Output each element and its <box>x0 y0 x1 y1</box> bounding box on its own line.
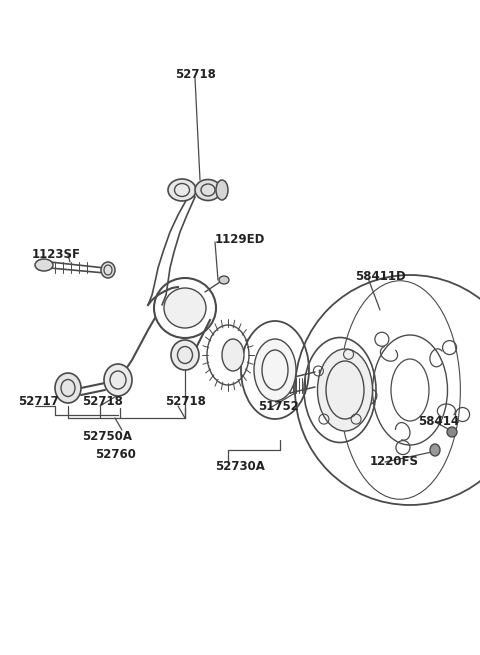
Ellipse shape <box>101 262 115 278</box>
Ellipse shape <box>222 339 244 371</box>
Text: 52750A: 52750A <box>82 430 132 443</box>
Text: 51752: 51752 <box>258 400 299 413</box>
Ellipse shape <box>219 276 229 284</box>
Ellipse shape <box>168 179 196 201</box>
Text: 52760: 52760 <box>95 448 136 461</box>
Text: 52730A: 52730A <box>215 460 265 473</box>
Circle shape <box>447 427 457 437</box>
Text: 58414: 58414 <box>418 415 459 428</box>
Ellipse shape <box>164 288 206 328</box>
Ellipse shape <box>254 339 296 401</box>
Text: 1123SF: 1123SF <box>32 248 81 261</box>
Ellipse shape <box>35 259 53 271</box>
Text: 52717: 52717 <box>18 395 59 408</box>
Text: 52718: 52718 <box>165 395 206 408</box>
Ellipse shape <box>430 444 440 456</box>
Ellipse shape <box>195 179 221 200</box>
Text: 1220FS: 1220FS <box>370 455 419 468</box>
Text: 58411D: 58411D <box>355 270 406 283</box>
Text: 52718: 52718 <box>82 395 123 408</box>
Ellipse shape <box>216 180 228 200</box>
Text: 52718: 52718 <box>175 68 216 81</box>
Ellipse shape <box>317 349 372 431</box>
Ellipse shape <box>55 373 81 403</box>
Ellipse shape <box>171 340 199 370</box>
Text: 1129ED: 1129ED <box>215 233 265 246</box>
Ellipse shape <box>104 364 132 396</box>
